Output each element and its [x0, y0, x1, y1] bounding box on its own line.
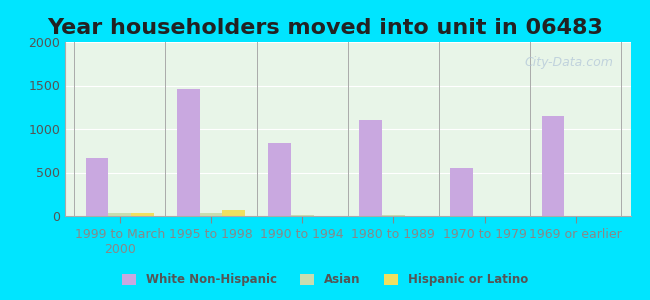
Bar — [131, 213, 154, 216]
Bar — [222, 210, 245, 216]
Bar — [109, 213, 131, 216]
Bar — [450, 168, 473, 216]
Bar — [268, 143, 291, 216]
Bar — [382, 215, 405, 216]
Legend: White Non-Hispanic, Asian, Hispanic or Latino: White Non-Hispanic, Asian, Hispanic or L… — [118, 269, 532, 291]
Bar — [200, 213, 222, 216]
Bar — [541, 116, 564, 216]
Bar — [291, 215, 313, 216]
Bar — [86, 158, 109, 216]
Text: City-Data.com: City-Data.com — [525, 56, 614, 69]
Text: Year householders moved into unit in 06483: Year householders moved into unit in 064… — [47, 18, 603, 38]
Bar — [177, 89, 200, 216]
Bar — [359, 120, 382, 216]
